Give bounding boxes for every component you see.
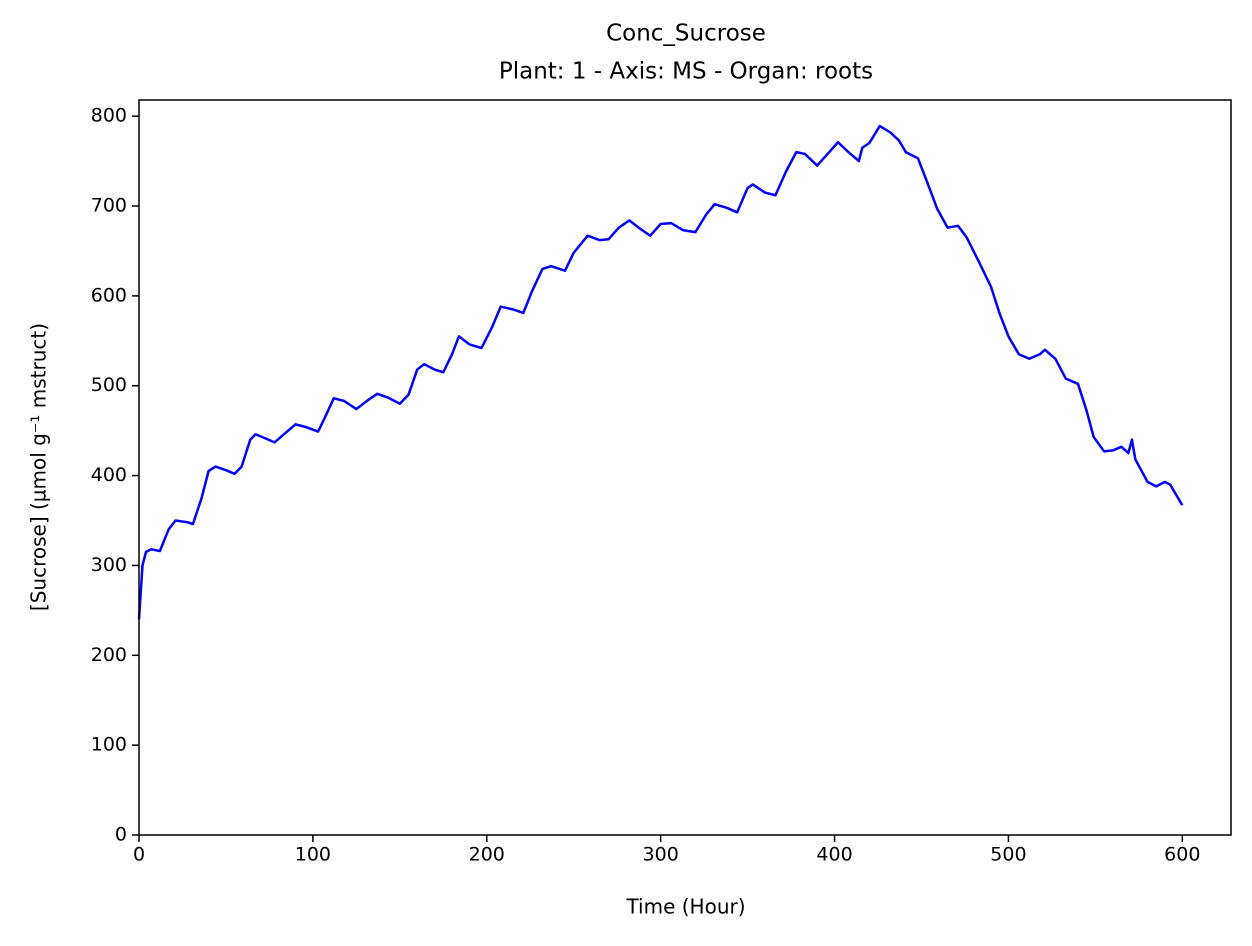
y-axis-label: [Sucrose] (µmol g⁻¹ mstruct): [27, 323, 51, 611]
y-tick-label: 300: [91, 554, 127, 576]
y-tick-label: 0: [115, 824, 127, 846]
y-tick-label: 200: [91, 644, 127, 666]
x-tick-label: 300: [643, 844, 679, 866]
x-tick-label: 500: [990, 844, 1026, 866]
y-tick-label: 400: [91, 464, 127, 486]
data-line: [137, 124, 1184, 620]
chart-subtitle: Plant: 1 - Axis: MS - Organ: roots: [499, 59, 873, 85]
x-tick-label: 100: [295, 844, 331, 866]
x-tick-label: 0: [133, 844, 145, 866]
y-tick-label: 600: [91, 284, 127, 306]
y-tick-label: 700: [91, 195, 127, 217]
y-tick-label: 100: [91, 734, 127, 756]
plot-frame: [138, 99, 1232, 836]
x-tick-label: 200: [469, 844, 505, 866]
y-tick-label: 800: [91, 105, 127, 127]
x-axis-label: Time (Hour): [625, 895, 745, 919]
chart-title: Conc_Sucrose: [606, 21, 766, 47]
x-tick-label: 400: [816, 844, 852, 866]
x-tick-label: 600: [1164, 844, 1200, 866]
y-tick-label: 500: [91, 374, 127, 396]
